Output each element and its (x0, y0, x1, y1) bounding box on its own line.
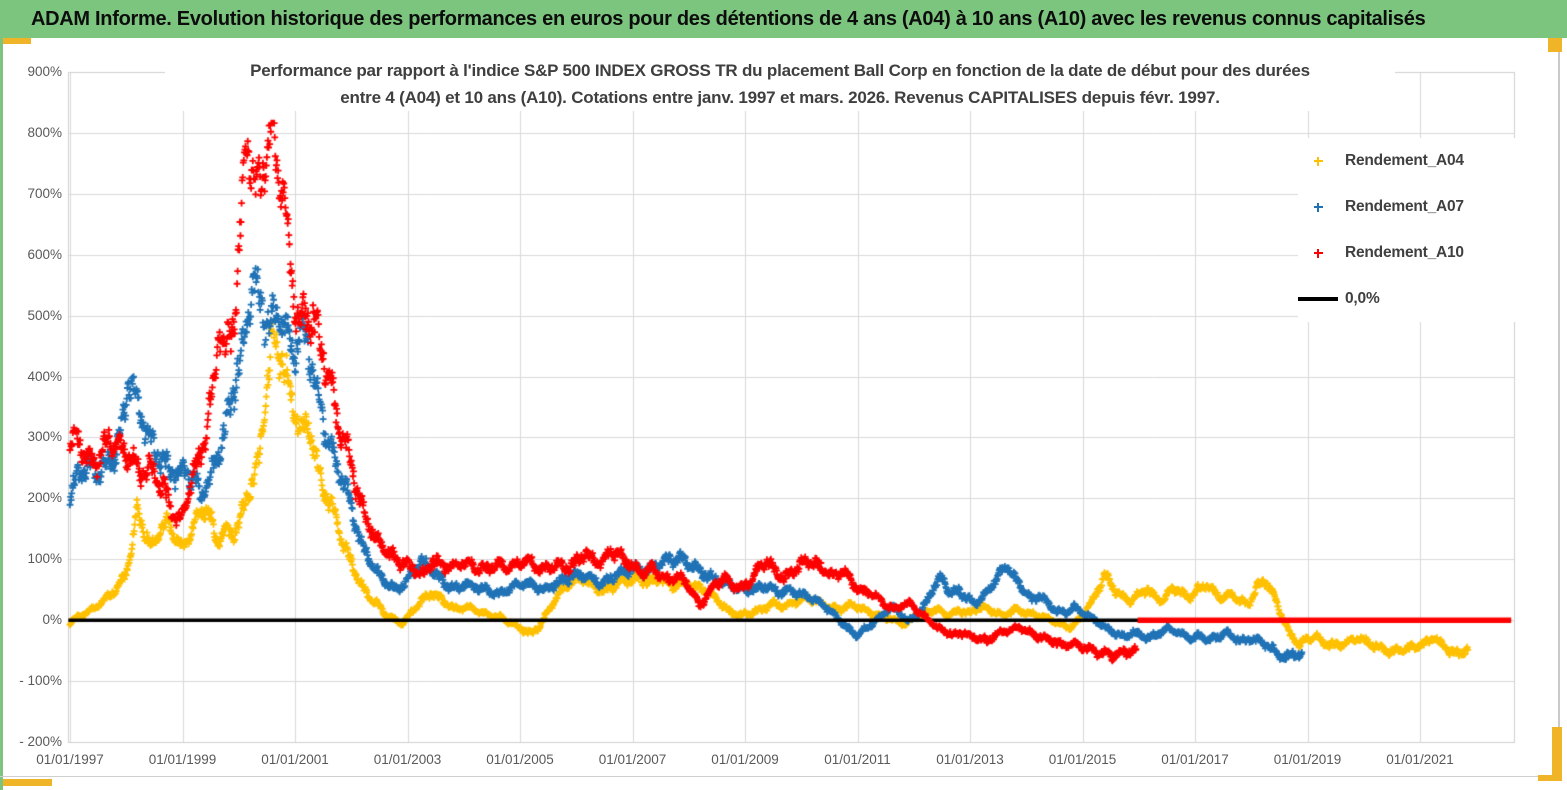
x-tick-label: 01/01/2001 (261, 752, 329, 767)
y-tick-label: - 100% (19, 673, 62, 689)
legend-item: Rendement_A10 (1298, 230, 1522, 276)
chart-title-line2: entre 4 (A04) et 10 ans (A10). Cotations… (340, 88, 1220, 107)
y-tick-label: 0% (42, 612, 62, 628)
x-tick-label: 01/01/2021 (1386, 752, 1454, 767)
x-tick-label: 01/01/2015 (1048, 752, 1117, 767)
x-tick-label: 01/01/2013 (936, 752, 1004, 767)
y-tick-label: 900% (27, 64, 62, 80)
x-tick-label: 01/01/2017 (1161, 752, 1229, 767)
chart-title-line1: Performance par rapport à l'indice S&P 5… (250, 61, 1310, 80)
legend-label: Rendement_A04 (1345, 152, 1464, 169)
x-tick-label: 01/01/1999 (148, 752, 217, 767)
y-tick-label: 300% (27, 429, 62, 445)
y-tick-label: 100% (27, 551, 62, 567)
chart-legend: Rendement_A04 Rendement_A07 Rendement_A10 0… (1298, 138, 1522, 322)
x-tick-label: 01/01/2019 (1273, 752, 1342, 767)
line-marker-icon (1298, 297, 1338, 301)
chart-title: Performance par rapport à l'indice S&P 5… (165, 57, 1395, 111)
y-tick-label: 800% (27, 124, 62, 140)
x-tick-label: 01/01/1997 (36, 752, 104, 767)
y-tick-label: 200% (27, 490, 62, 506)
legend-label: 0,0% (1345, 290, 1380, 307)
x-tick-label: 01/01/2005 (486, 752, 554, 767)
legend-item: Rendement_A04 (1298, 138, 1522, 184)
y-tick-label: - 200% (19, 734, 62, 750)
x-tick-label: 01/01/2011 (824, 752, 891, 767)
y-tick-label: 600% (27, 246, 62, 262)
legend-label: Rendement_A07 (1345, 198, 1464, 215)
plus-marker-icon (1298, 156, 1338, 166)
x-tick-label: 01/01/2007 (598, 752, 667, 767)
legend-item: 0,0% (1298, 276, 1522, 322)
y-tick-label: 400% (27, 368, 62, 384)
x-tick-label: 01/01/2003 (373, 752, 442, 767)
plus-marker-icon (1298, 248, 1338, 258)
legend-label: Rendement_A10 (1345, 244, 1464, 261)
y-tick-label: 700% (27, 185, 62, 201)
y-tick-label: 500% (27, 307, 62, 323)
legend-item: Rendement_A07 (1298, 184, 1522, 230)
plus-marker-icon (1298, 202, 1338, 212)
x-tick-label: 01/01/2009 (711, 752, 779, 767)
